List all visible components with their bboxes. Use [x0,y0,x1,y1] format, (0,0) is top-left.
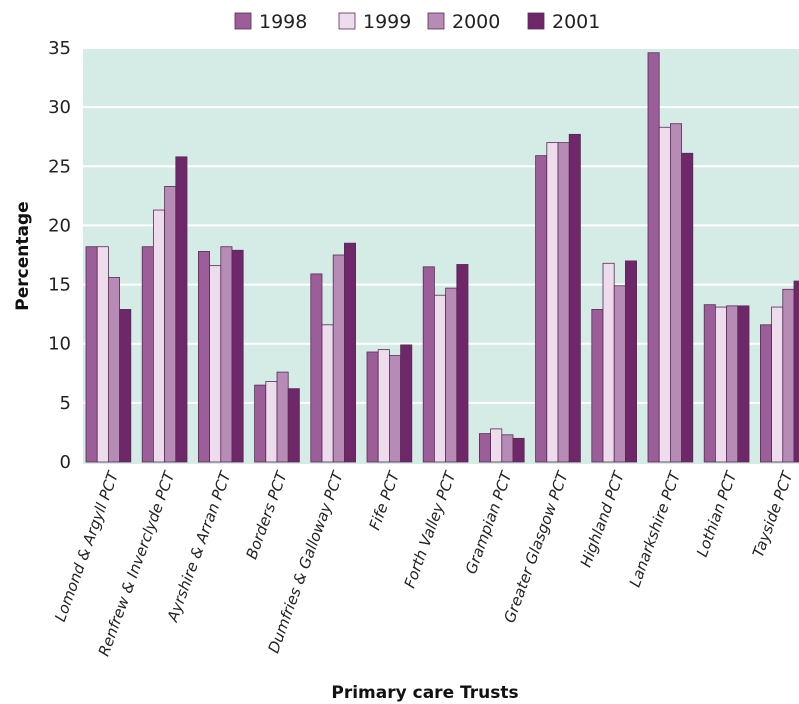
bar-1998 [535,155,548,463]
bar-1998 [310,273,323,463]
bar-1999 [96,246,109,463]
bar-1999 [715,306,728,463]
y-tick-label: 5 [60,393,71,414]
bar-2001 [625,260,638,463]
x-axis-title: Primary care Trusts [331,683,518,703]
y-tick-label: 0 [60,452,71,473]
bar-1998 [760,324,773,463]
bar-group [422,264,469,463]
bar-2001 [512,437,525,463]
bar-2001 [737,305,750,463]
bar-1999 [152,209,165,463]
bar-2000 [445,287,458,463]
x-tick-label: Grampian PCT [462,467,516,576]
legend-swatch [234,12,252,30]
y-tick-label: 20 [48,215,71,236]
bar-group [141,156,188,463]
legend-label: 2001 [552,11,600,33]
bar-2000 [613,285,626,463]
bar-1998 [366,351,379,463]
bar-1999 [433,294,446,463]
bar-1998 [85,246,98,463]
bar-group [366,344,413,463]
bar-1999 [321,324,334,463]
x-tick-label: Tayside PCT [749,467,797,559]
bar-2001 [119,309,132,463]
legend-swatch [338,12,356,30]
bar-2000 [670,123,683,463]
bar-1998 [591,309,604,463]
bar-group [591,260,638,463]
bar-2000 [220,246,233,463]
bar-2001 [793,280,799,463]
y-tick-label: 15 [48,275,71,296]
legend-swatch [427,12,445,30]
bar-1999 [771,306,784,463]
bar-2000 [557,142,570,463]
x-tick-label: Greater Glasgow PCT [500,467,572,625]
bar-1998 [478,433,491,463]
x-tick-label: Fife PCT [365,467,403,532]
y-tick-label: 25 [48,156,71,177]
bar-group [197,246,244,463]
bar-2000 [782,288,795,463]
y-tick-label: 30 [48,97,71,118]
bar-2001 [456,264,469,463]
bar-2000 [276,371,289,463]
bar-2000 [108,277,121,463]
bar-2000 [332,254,345,463]
bar-2000 [164,185,177,463]
bar-1999 [546,142,559,463]
legend-swatch [527,12,545,30]
x-tick-label: Lothian PCT [693,467,741,559]
bar-group [310,242,356,463]
bar-1998 [141,246,154,463]
bar-1999 [265,381,278,463]
bar-1998 [647,52,660,463]
y-axis-ticks: 0 5 10 15 20 25 30 35 [48,38,71,473]
x-tick-label: Lanarkshire PCT [626,467,685,589]
x-tick-label: Ayrshire & Arran PCT [163,467,235,624]
bar-1998 [254,384,267,463]
legend-label: 1999 [363,11,411,33]
x-tick-label: Highland PCT [577,467,629,569]
bar-1998 [197,251,210,463]
bar-2001 [343,242,356,463]
bar-2000 [726,305,739,463]
x-tick-label: Lomond & Argyll PCT [51,467,123,624]
bar-1999 [602,262,615,463]
legend-label: 1998 [259,11,307,33]
legend-label: 2000 [452,11,500,33]
bar-group [760,280,799,463]
bar-2001 [287,388,300,463]
bar-1998 [703,304,716,463]
bar-2001 [681,152,694,463]
legend: 1998 1999 2000 2001 [234,11,600,33]
bar-2001 [175,156,188,463]
bar-1999 [658,126,671,463]
bar-2000 [388,355,401,463]
x-tick-label: Forth Valley PCT [401,467,460,590]
bar-group [85,246,132,463]
x-tick-label: Borders PCT [242,467,291,561]
bar-1999 [377,349,390,463]
bar-group [254,371,300,463]
bar-2001 [400,344,413,463]
y-tick-label: 35 [48,38,71,59]
y-axis-title: Percentage [13,201,33,310]
bar-group [478,428,525,463]
bar-group [535,133,581,463]
bar-2001 [231,249,244,463]
bars [85,52,799,463]
bar-2000 [501,434,514,463]
bar-1998 [422,266,435,463]
bar-group [647,52,694,463]
bar-2001 [568,133,581,463]
bar-1999 [209,265,222,463]
y-tick-label: 10 [48,334,71,355]
bar-group [703,304,750,463]
bar-1999 [490,428,503,463]
